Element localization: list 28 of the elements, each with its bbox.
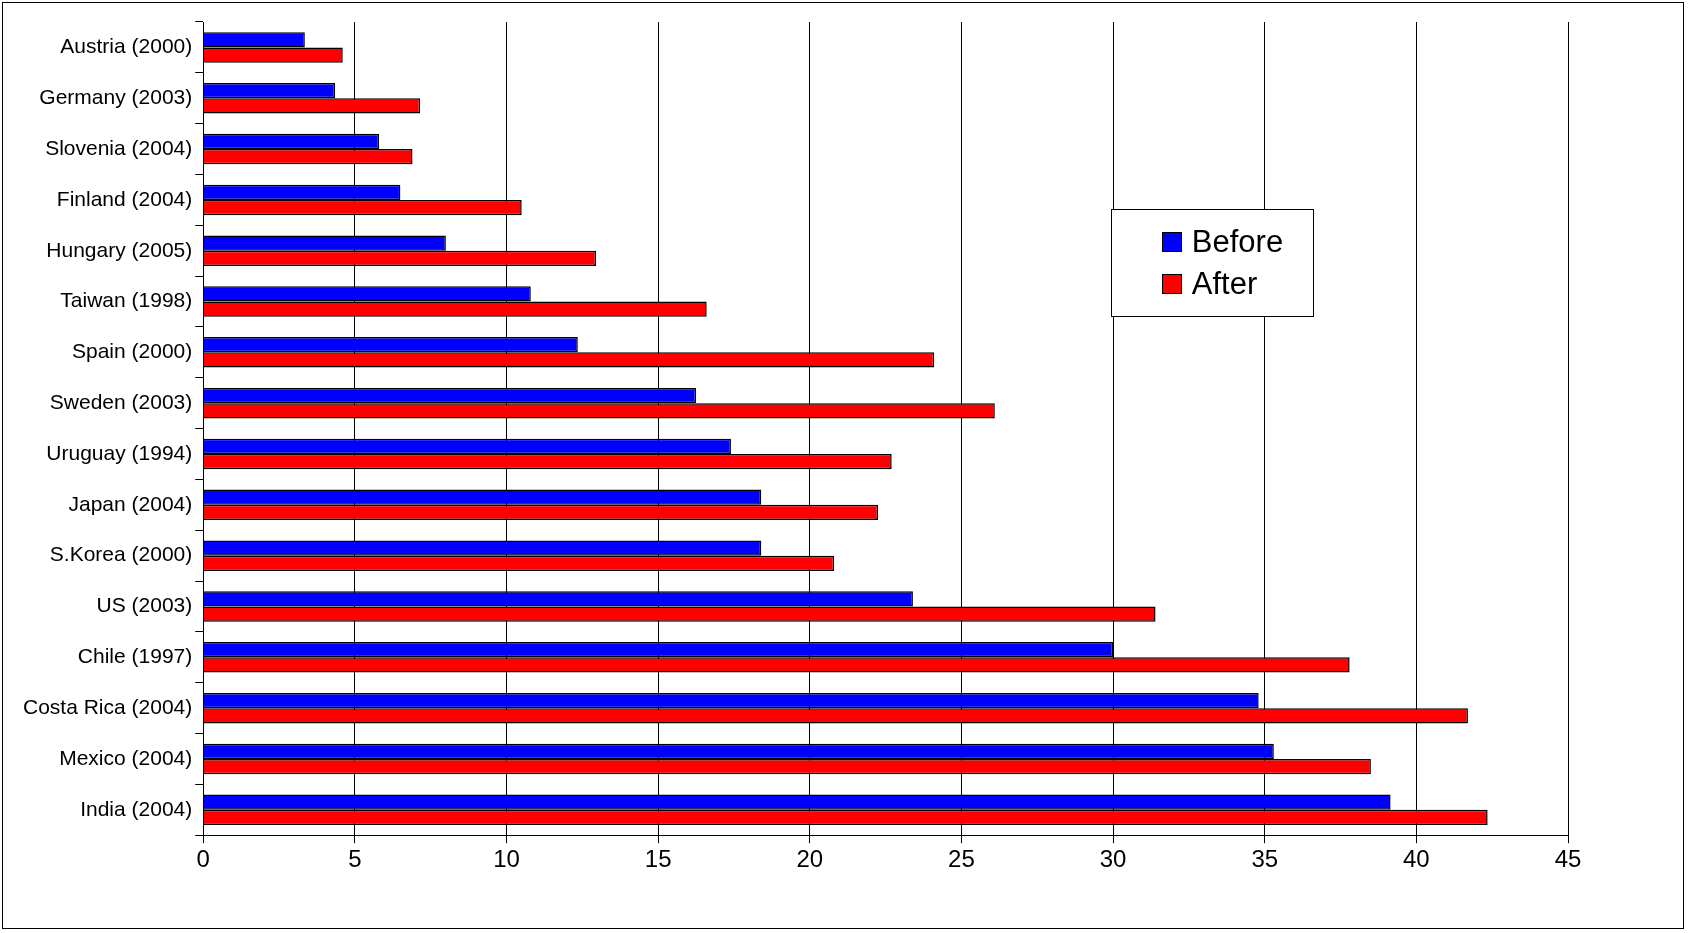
legend-label: Before — [1191, 224, 1284, 261]
x-tick-label: 20 — [796, 845, 824, 873]
y-tick-label: Sweden (2003) — [49, 389, 193, 413]
x-tick-label: 10 — [493, 845, 520, 873]
y-tick-label: S.Korea (2000) — [49, 542, 193, 566]
x-tick-label: 0 — [196, 845, 210, 873]
x-tick-label: 35 — [1251, 845, 1279, 873]
y-tick-label: Slovenia (2004) — [45, 135, 193, 159]
y-tick-label: Taiwan (1998) — [60, 288, 193, 312]
y-tick-label: Japan (2004) — [68, 491, 193, 515]
y-tick-label: Germany (2003) — [39, 85, 193, 109]
y-tick-label: Hungary (2005) — [46, 237, 193, 261]
x-tick-label: 40 — [1403, 845, 1430, 873]
y-tick-label: US (2003) — [96, 593, 193, 617]
y-tick-label: Austria (2000) — [60, 34, 193, 58]
y-tick-label: India (2004) — [80, 796, 193, 820]
x-tick-label: 30 — [1099, 845, 1127, 873]
x-tick-label: 45 — [1554, 845, 1582, 873]
y-tick-label: Mexico (2004) — [59, 745, 193, 769]
x-tick-label: 15 — [644, 845, 672, 873]
y-tick-label: Costa Rica (2004) — [22, 694, 193, 718]
x-tick-label: 5 — [348, 845, 362, 873]
legend-label: After — [1191, 266, 1258, 303]
y-tick-label: Uruguay (1994) — [46, 440, 193, 464]
y-tick-label: Chile (1997) — [77, 644, 193, 668]
y-tick-label: Finland (2004) — [56, 186, 193, 210]
y-tick-label: Spain (2000) — [71, 339, 193, 363]
x-tick-label: 25 — [948, 845, 975, 873]
